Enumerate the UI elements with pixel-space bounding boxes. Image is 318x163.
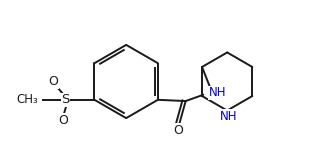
Text: NH: NH [220, 110, 237, 123]
Text: O: O [58, 114, 68, 127]
Text: O: O [173, 124, 183, 137]
Text: S: S [61, 93, 70, 106]
Text: O: O [48, 75, 58, 88]
Text: CH₃: CH₃ [16, 93, 38, 106]
Text: NH: NH [208, 86, 226, 99]
